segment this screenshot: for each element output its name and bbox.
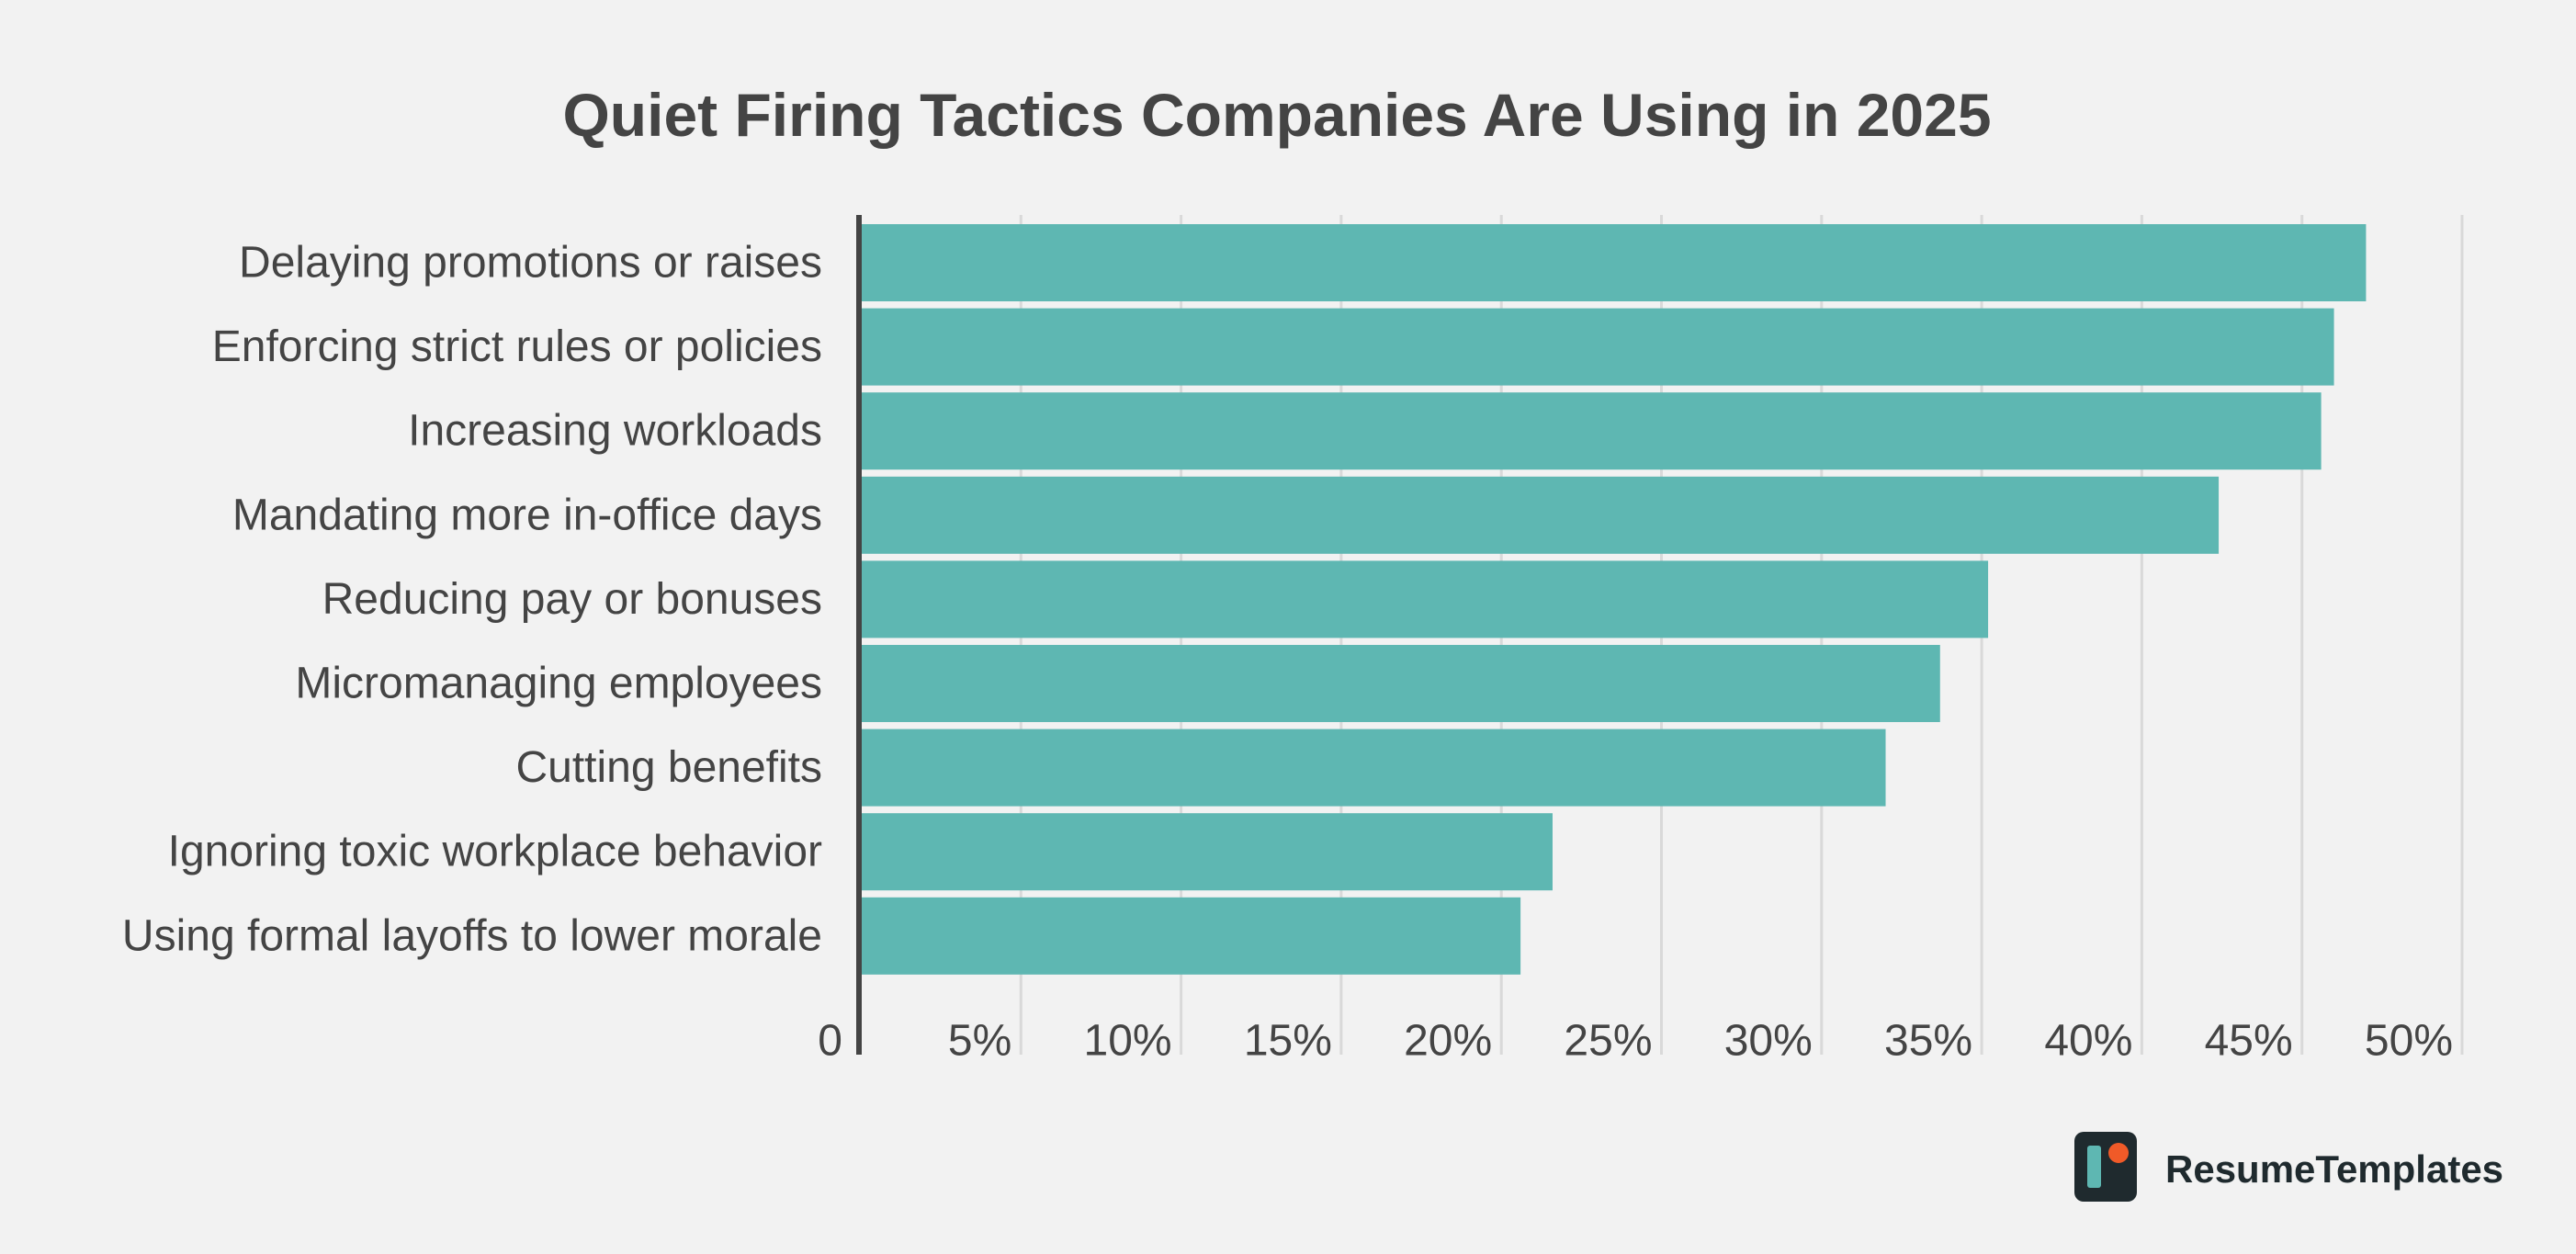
x-tick-label: 40% xyxy=(2044,1017,2132,1066)
category-label: Delaying promotions or raises xyxy=(239,239,822,288)
x-tick-label: 30% xyxy=(1724,1017,1813,1066)
x-tick-labels: 0 5% 10% 15% 20% 25% 30% 35% 40% 45% 50% xyxy=(818,1017,2453,1066)
x-tick-label: 15% xyxy=(1244,1017,1332,1066)
category-label: Reducing pay or bonuses xyxy=(322,575,822,624)
category-label: Enforcing strict rules or policies xyxy=(212,322,822,371)
bars xyxy=(861,224,2367,975)
bar xyxy=(861,224,2367,301)
category-label: Using formal layoffs to lower morale xyxy=(122,911,822,960)
bar xyxy=(861,897,1521,975)
x-tick-label: 35% xyxy=(1884,1017,1972,1066)
category-labels: Delaying promotions or raises Enforcing s… xyxy=(122,239,822,961)
x-tick-label: 50% xyxy=(2365,1017,2453,1066)
chart-title: Quiet Firing Tactics Companies Are Using… xyxy=(562,81,1991,149)
brand-name: ResumeTemplates xyxy=(2165,1147,2503,1191)
bar xyxy=(861,392,2322,470)
category-label: Micromanaging employees xyxy=(295,660,822,708)
resume-templates-logo-icon xyxy=(2074,1132,2137,1202)
x-tick-label: 10% xyxy=(1084,1017,1172,1066)
bar xyxy=(861,476,2220,554)
x-tick-label: 0 xyxy=(818,1017,842,1066)
bar xyxy=(861,813,1553,891)
category-label: Mandating more in-office days xyxy=(232,491,822,539)
bar xyxy=(861,560,1989,638)
category-label: Ignoring toxic workplace behavior xyxy=(168,828,822,876)
category-label: Cutting benefits xyxy=(515,743,822,792)
x-tick-label: 45% xyxy=(2205,1017,2293,1066)
x-tick-label: 5% xyxy=(948,1017,1011,1066)
x-tick-label: 25% xyxy=(1564,1017,1652,1066)
bar xyxy=(861,645,1940,722)
x-tick-label: 20% xyxy=(1404,1017,1492,1066)
brand-logo: ResumeTemplates xyxy=(2074,1132,2503,1202)
bar xyxy=(861,308,2334,386)
bar xyxy=(861,729,1886,807)
category-label: Increasing workloads xyxy=(408,407,822,456)
